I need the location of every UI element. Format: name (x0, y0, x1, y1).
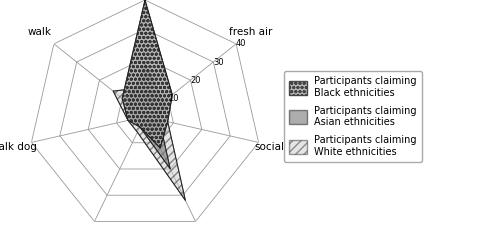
Polygon shape (122, 0, 172, 148)
Text: 40: 40 (236, 39, 246, 48)
Legend: Participants claiming
Black ethnicities, Participants claiming
Asian ethnicities: Participants claiming Black ethnicities,… (284, 72, 422, 161)
Text: 10: 10 (168, 94, 178, 103)
Text: 20: 20 (190, 76, 201, 85)
Polygon shape (129, 64, 170, 169)
Polygon shape (113, 87, 186, 200)
Text: 30: 30 (214, 58, 224, 67)
